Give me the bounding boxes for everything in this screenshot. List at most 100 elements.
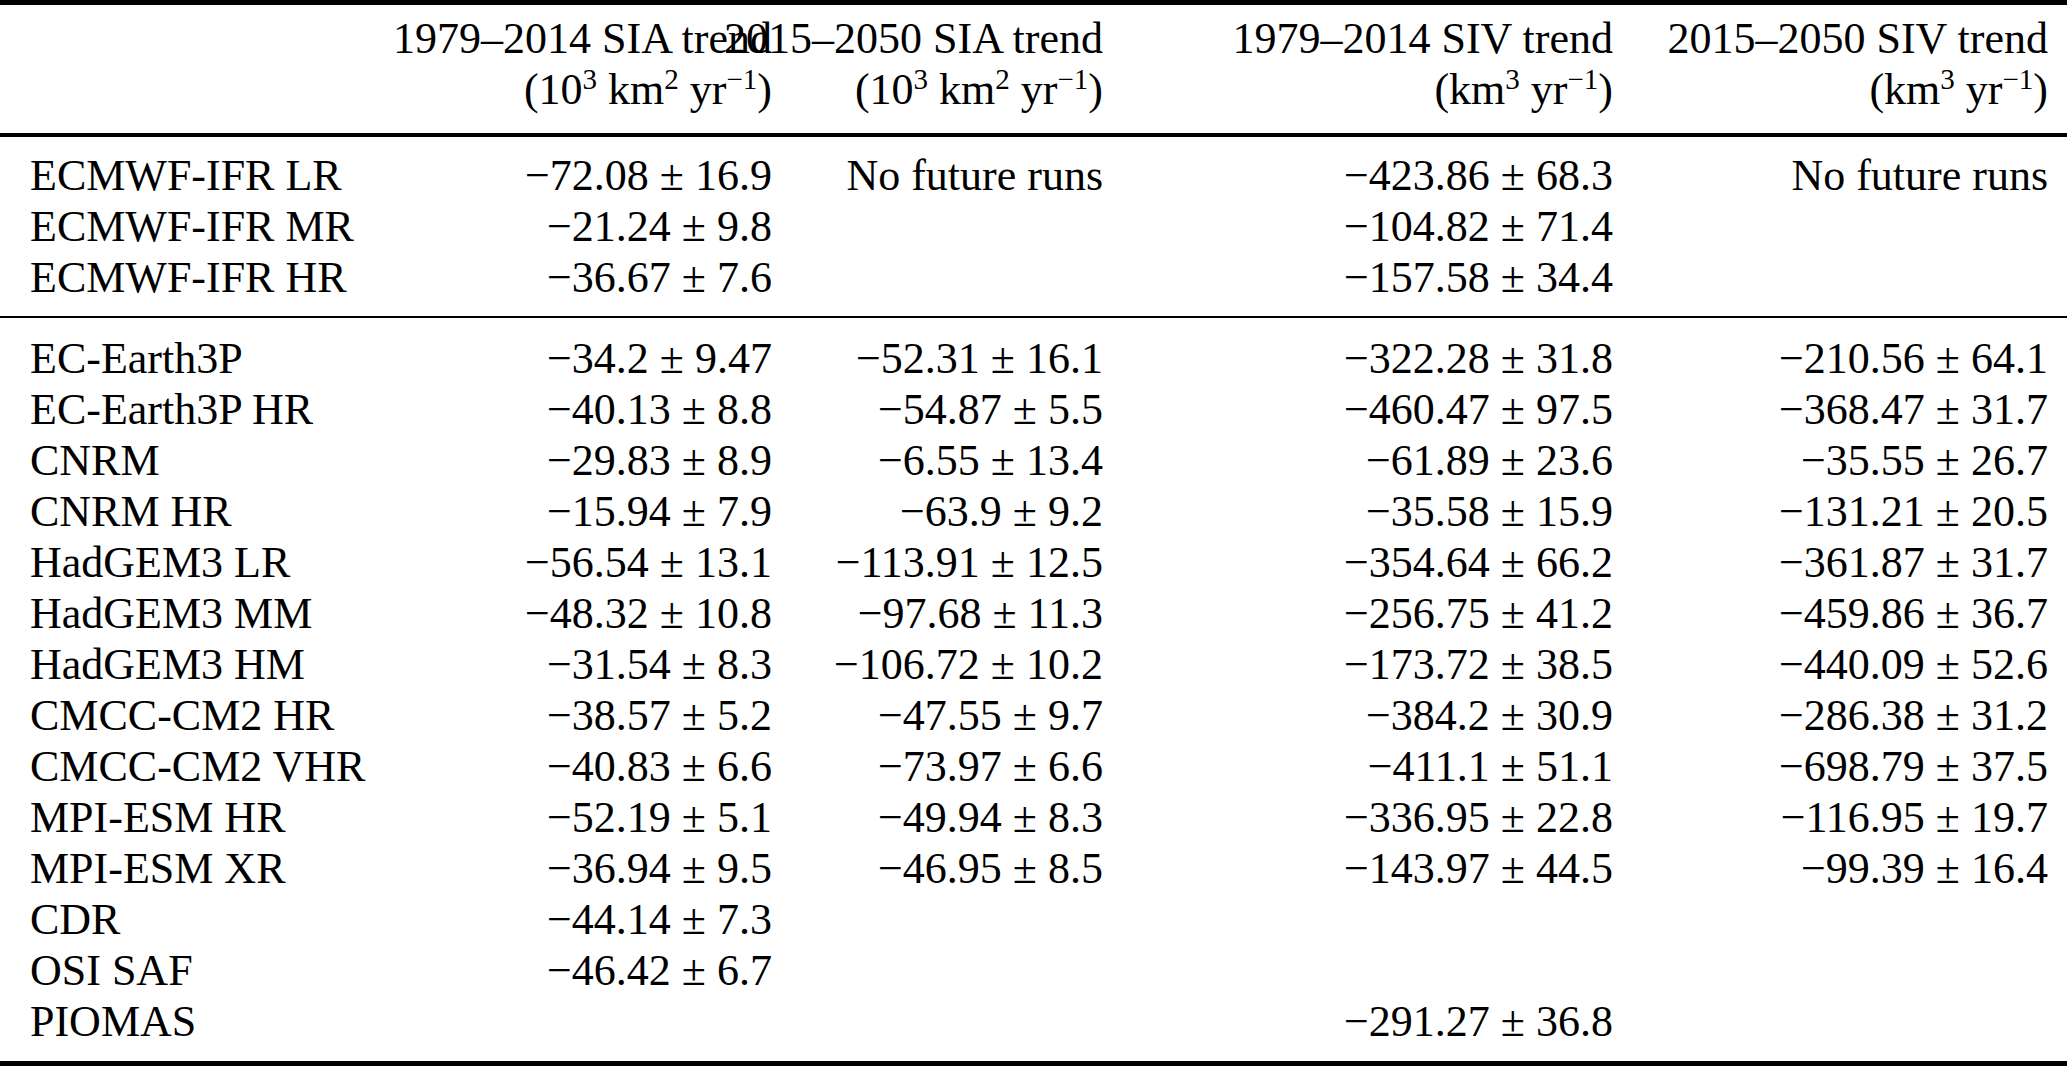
siv-future-trend-cell: −99.39 ± 16.4: [1801, 843, 2048, 894]
sia-hist-trend-cell: −46.42 ± 6.7: [547, 945, 772, 996]
siv-hist-trend-cell: −384.2 ± 30.9: [1366, 690, 1613, 741]
siv-future-trend-cell: −131.21 ± 20.5: [1779, 486, 2048, 537]
model-name-cell: CMCC-CM2 VHR: [30, 741, 365, 792]
sia-hist-trend-cell: −44.14 ± 7.3: [547, 894, 772, 945]
siv-future-trend-cell: −116.95 ± 19.7: [1781, 792, 2048, 843]
model-name-cell: EC-Earth3P HR: [30, 384, 313, 435]
superscript: 3: [1940, 63, 1955, 95]
header-sia-fut-unit: (103 km2 yr−1): [855, 64, 1103, 120]
model-name-cell: ECMWF-IFR HR: [30, 252, 347, 303]
sia-future-trend-cell: No future runs: [846, 150, 1103, 201]
sia-hist-trend-cell: −21.24 ± 9.8: [547, 201, 772, 252]
siv-hist-trend-cell: −423.86 ± 68.3: [1344, 150, 1613, 201]
table-row: HadGEM3 LR −56.54 ± 13.1 −113.91 ± 12.5 …: [0, 537, 2067, 588]
table-row: CMCC-CM2 HR −38.57 ± 5.2 −47.55 ± 9.7 −3…: [0, 690, 2067, 741]
siv-hist-trend-cell: −411.1 ± 51.1: [1368, 741, 1613, 792]
model-name-cell: OSI SAF: [30, 945, 193, 996]
sia-future-trend-cell: −49.94 ± 8.3: [878, 792, 1103, 843]
siv-hist-trend-cell: −336.95 ± 22.8: [1344, 792, 1613, 843]
siv-hist-trend-cell: −61.89 ± 23.6: [1366, 435, 1613, 486]
sia-hist-trend-cell: −48.32 ± 10.8: [525, 588, 772, 639]
sia-future-trend-cell: −113.91 ± 12.5: [836, 537, 1103, 588]
siv-hist-trend-cell: −104.82 ± 71.4: [1344, 201, 1613, 252]
model-name-cell: PIOMAS: [30, 996, 196, 1047]
superscript: −1: [1567, 63, 1598, 95]
sia-future-trend-cell: −46.95 ± 8.5: [878, 843, 1103, 894]
sia-future-trend-cell: −6.55 ± 13.4: [878, 435, 1103, 486]
siv-hist-trend-cell: −354.64 ± 66.2: [1344, 537, 1613, 588]
ecmwf-rows-group: ECMWF-IFR LR −72.08 ± 16.9 No future run…: [0, 137, 2067, 316]
sia-hist-trend-cell: −34.2 ± 9.47: [547, 333, 772, 384]
siv-future-trend-cell: −35.55 ± 26.7: [1801, 435, 2048, 486]
sia-hist-trend-cell: −31.54 ± 8.3: [547, 639, 772, 690]
table-header: 1979–2014 SIA trend 2015–2050 SIA trend …: [0, 5, 2067, 133]
header-sia-hist-unit: (103 km2 yr−1): [524, 64, 772, 120]
superscript: 2: [664, 63, 679, 95]
siv-future-trend-cell: −210.56 ± 64.1: [1779, 333, 2048, 384]
header-sia-hist-title: 1979–2014 SIA trend: [393, 13, 772, 64]
sia-hist-trend-cell: −52.19 ± 5.1: [547, 792, 772, 843]
siv-hist-trend-cell: −460.47 ± 97.5: [1344, 384, 1613, 435]
header-units-row: (103 km2 yr−1) (103 km2 yr−1) (km3 yr−1)…: [0, 64, 2067, 115]
table-row: EC-Earth3P HR −40.13 ± 8.8 −54.87 ± 5.5 …: [0, 384, 2067, 435]
table-row: CNRM HR −15.94 ± 7.9 −63.9 ± 9.2 −35.58 …: [0, 486, 2067, 537]
superscript: −1: [726, 63, 757, 95]
siv-hist-trend-cell: −173.72 ± 38.5: [1344, 639, 1613, 690]
sia-future-trend-cell: −54.87 ± 5.5: [878, 384, 1103, 435]
table-row: CDR −44.14 ± 7.3: [0, 894, 2067, 945]
superscript: 3: [1505, 63, 1520, 95]
siv-future-trend-cell: −459.86 ± 36.7: [1779, 588, 2048, 639]
sia-future-trend-cell: −63.9 ± 9.2: [900, 486, 1103, 537]
siv-future-trend-cell: −698.79 ± 37.5: [1779, 741, 2048, 792]
superscript: −1: [1057, 63, 1088, 95]
siv-future-trend-cell: −361.87 ± 31.7: [1779, 537, 2048, 588]
table-row: ECMWF-IFR MR −21.24 ± 9.8 −104.82 ± 71.4: [0, 201, 2067, 252]
header-siv-hist-title: 1979–2014 SIV trend: [1232, 13, 1613, 64]
siv-hist-trend-cell: −157.58 ± 34.4: [1344, 252, 1613, 303]
header-siv-fut-title: 2015–2050 SIV trend: [1667, 13, 2048, 64]
siv-future-trend-cell: −368.47 ± 31.7: [1779, 384, 2048, 435]
siv-future-trend-cell: −440.09 ± 52.6: [1779, 639, 2048, 690]
header-siv-fut-unit: (km3 yr−1): [1869, 64, 2048, 120]
siv-future-trend-cell: −286.38 ± 31.2: [1779, 690, 2048, 741]
superscript: 3: [914, 63, 929, 95]
superscript: 2: [995, 63, 1010, 95]
sia-future-trend-cell: −47.55 ± 9.7: [878, 690, 1103, 741]
sia-hist-trend-cell: −38.57 ± 5.2: [547, 690, 772, 741]
siv-hist-trend-cell: −322.28 ± 31.8: [1344, 333, 1613, 384]
model-name-cell: CDR: [30, 894, 120, 945]
model-name-cell: HadGEM3 LR: [30, 537, 290, 588]
superscript: 3: [583, 63, 598, 95]
table-row: CNRM −29.83 ± 8.9 −6.55 ± 13.4 −61.89 ± …: [0, 435, 2067, 486]
paper-table-page: 1979–2014 SIA trend 2015–2050 SIA trend …: [0, 0, 2067, 1072]
bottom-rule: [0, 1061, 2067, 1066]
model-name-cell: HadGEM3 HM: [30, 639, 305, 690]
table-row: MPI-ESM HR −52.19 ± 5.1 −49.94 ± 8.3 −33…: [0, 792, 2067, 843]
siv-hist-trend-cell: −291.27 ± 36.8: [1344, 996, 1613, 1047]
table-row: CMCC-CM2 VHR −40.83 ± 6.6 −73.97 ± 6.6 −…: [0, 741, 2067, 792]
table-row: PIOMAS −291.27 ± 36.8: [0, 996, 2067, 1047]
sia-hist-trend-cell: −72.08 ± 16.9: [525, 150, 772, 201]
sia-future-trend-cell: −73.97 ± 6.6: [878, 741, 1103, 792]
sia-hist-trend-cell: −40.83 ± 6.6: [547, 741, 772, 792]
table-row: ECMWF-IFR HR −36.67 ± 7.6 −157.58 ± 34.4: [0, 252, 2067, 303]
siv-future-trend-cell: No future runs: [1791, 150, 2048, 201]
table-row: OSI SAF −46.42 ± 6.7: [0, 945, 2067, 996]
sia-future-trend-cell: −52.31 ± 16.1: [856, 333, 1103, 384]
header-title-row: 1979–2014 SIA trend 2015–2050 SIA trend …: [0, 13, 2067, 64]
table-row: HadGEM3 HM −31.54 ± 8.3 −106.72 ± 10.2 −…: [0, 639, 2067, 690]
model-name-cell: MPI-ESM HR: [30, 792, 286, 843]
sia-hist-trend-cell: −40.13 ± 8.8: [547, 384, 772, 435]
superscript: −1: [2002, 63, 2033, 95]
models-and-obs-rows-group: EC-Earth3P −34.2 ± 9.47 −52.31 ± 16.1 −3…: [0, 318, 2067, 1061]
sia-hist-trend-cell: −36.67 ± 7.6: [547, 252, 772, 303]
table-row: EC-Earth3P −34.2 ± 9.47 −52.31 ± 16.1 −3…: [0, 333, 2067, 384]
sia-hist-trend-cell: −36.94 ± 9.5: [547, 843, 772, 894]
header-sia-fut-title: 2015–2050 SIA trend: [724, 13, 1103, 64]
siv-hist-trend-cell: −35.58 ± 15.9: [1366, 486, 1613, 537]
sia-hist-trend-cell: −29.83 ± 8.9: [547, 435, 772, 486]
model-name-cell: HadGEM3 MM: [30, 588, 312, 639]
sia-future-trend-cell: −106.72 ± 10.2: [834, 639, 1103, 690]
table-row: ECMWF-IFR LR −72.08 ± 16.9 No future run…: [0, 150, 2067, 201]
model-name-cell: CNRM HR: [30, 486, 232, 537]
